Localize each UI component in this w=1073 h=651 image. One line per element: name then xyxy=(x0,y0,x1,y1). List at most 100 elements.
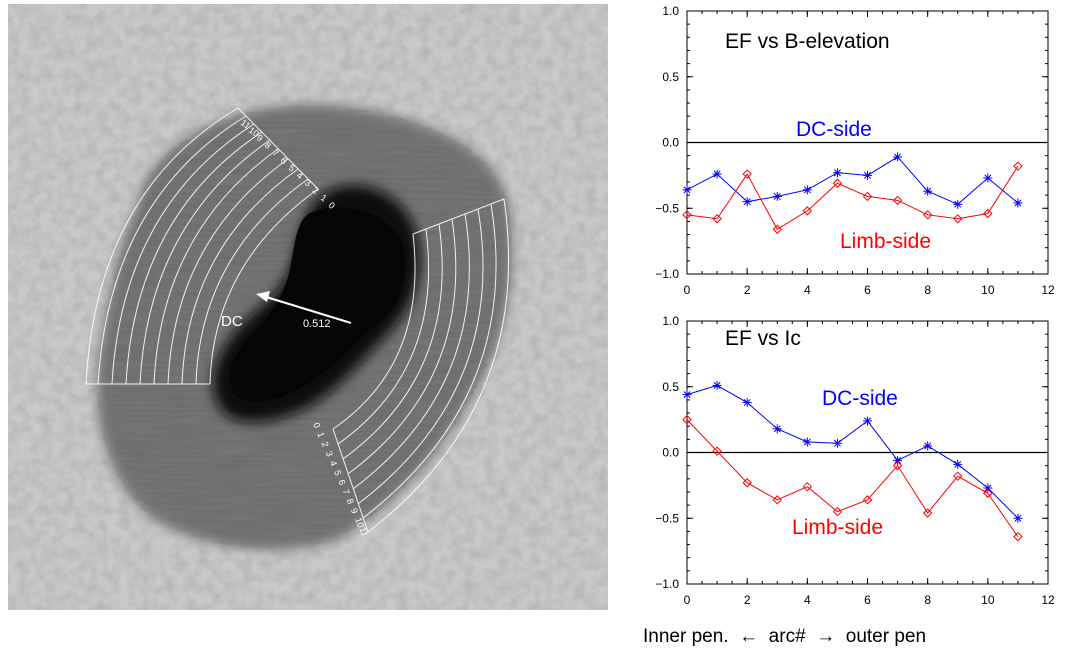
asterisk-marker xyxy=(802,185,812,195)
y-tick-label: 0.5 xyxy=(662,380,679,394)
lower-arc-grid xyxy=(332,198,510,533)
arc-number-label: 9 xyxy=(255,132,265,143)
arc-number-label: 7 xyxy=(341,488,352,496)
y-tick-label: 0.0 xyxy=(662,446,679,460)
x-tick-label: 6 xyxy=(864,283,871,297)
asterisk-marker xyxy=(712,380,722,390)
asterisk-stroke xyxy=(984,174,992,182)
arc-number-label: 7 xyxy=(271,147,281,158)
diamond-marker xyxy=(922,508,933,518)
asterisk-marker xyxy=(983,173,993,183)
x-tick-label: 2 xyxy=(744,283,751,297)
x-tick-label: 12 xyxy=(1041,593,1055,607)
asterisk-marker xyxy=(682,390,692,400)
asterisk-marker xyxy=(1013,513,1023,523)
asterisk-marker xyxy=(772,424,782,434)
diamond-marker xyxy=(1013,161,1023,171)
asterisk-stroke xyxy=(863,417,872,425)
asterisk-stroke xyxy=(773,192,781,200)
asterisk-marker xyxy=(1013,198,1023,208)
asterisk-marker xyxy=(923,441,933,451)
asterisk-marker xyxy=(923,186,933,196)
diamond-marker xyxy=(772,495,782,505)
arc-number-label: 6 xyxy=(279,155,289,166)
asterisk-marker xyxy=(863,170,872,180)
x-tick-label: 8 xyxy=(924,283,931,297)
diamond-marker xyxy=(862,191,873,202)
asterisk-marker xyxy=(893,455,903,465)
asterisk-stroke xyxy=(894,153,902,161)
diamond-marker xyxy=(953,471,963,481)
diamond-marker xyxy=(682,414,692,425)
asterisk-stroke xyxy=(984,484,992,492)
chart-title: EF vs Ic xyxy=(725,327,801,350)
arc-number-label: 4 xyxy=(295,170,305,181)
x-tick-label: 4 xyxy=(804,283,811,297)
series-label: Limb-side xyxy=(840,230,931,253)
arc-number-label: 10 xyxy=(353,516,366,529)
sunspot-image: DC 0.512 11 10 9 8 7 6 5 4 3 2 1 0 0 1 2 3 4 5 6 7 8 9 10 11 xyxy=(8,4,608,610)
diamond-marker xyxy=(892,195,903,206)
asterisk-stroke xyxy=(924,442,932,450)
arc-number-label: 1 xyxy=(319,192,329,203)
asterisk-stroke xyxy=(803,438,811,446)
asterisk-marker xyxy=(863,416,872,426)
diamond-marker xyxy=(1013,531,1023,542)
diamond-marker xyxy=(742,478,752,488)
y-tick-label: −1.0 xyxy=(655,577,679,591)
asterisk-marker xyxy=(712,169,722,179)
diamond-marker xyxy=(922,210,933,220)
asterisk-marker xyxy=(893,152,903,162)
asterisk-stroke xyxy=(894,456,902,464)
asterisk-stroke xyxy=(803,186,811,194)
x-tick-label: 0 xyxy=(684,283,691,297)
asterisk-stroke xyxy=(1014,199,1022,207)
arc-number-label: 8 xyxy=(263,140,273,151)
asterisk-stroke xyxy=(713,170,721,178)
y-tick-label: 0.0 xyxy=(662,136,679,150)
arc-number-label: 10 xyxy=(247,125,261,139)
x-tick-label: 0 xyxy=(684,593,691,607)
asterisk-marker xyxy=(742,197,752,207)
asterisk-stroke xyxy=(954,200,962,208)
asterisk-marker xyxy=(832,438,842,448)
diamond-marker xyxy=(742,169,752,179)
y-tick-label: 1.0 xyxy=(662,4,679,18)
upper-arc-grid xyxy=(85,107,319,385)
arc-number-label: 8 xyxy=(345,497,356,505)
asterisk-stroke xyxy=(833,169,841,177)
diamond-marker xyxy=(983,488,993,498)
diamond-marker xyxy=(832,178,843,188)
y-tick-label: −0.5 xyxy=(655,511,679,525)
diamond-marker xyxy=(802,481,813,492)
arc-number-label: 2 xyxy=(311,185,321,196)
asterisk-stroke xyxy=(743,198,751,206)
arc-number-label: 5 xyxy=(332,469,343,477)
arc-number-label: 5 xyxy=(287,162,297,173)
arc-number-label: 11 xyxy=(357,526,370,538)
series-label: DC-side xyxy=(796,118,872,141)
diamond-marker xyxy=(712,214,722,224)
x-tick-label: 4 xyxy=(804,593,811,607)
diamond-marker xyxy=(802,206,813,216)
chart-panel: −1.0 −0.5 0.0 0.5 1.0 0 2 4 6 8 10 12 EF vs B-elevat… xyxy=(655,4,1055,297)
arrow-label: DC xyxy=(221,313,243,330)
arrow-value: 0.512 xyxy=(303,318,331,330)
asterisk-marker xyxy=(983,483,993,493)
charts-svg: −1.0 −0.5 0.0 0.5 1.0 0 2 4 6 8 10 12 EF vs B-elevat… xyxy=(655,4,1055,607)
x-tick-label: 6 xyxy=(864,593,871,607)
y-tick-label: −1.0 xyxy=(655,267,679,281)
diamond-marker xyxy=(772,224,782,234)
series-label: Limb-side xyxy=(792,516,883,539)
x-tick-label: 8 xyxy=(924,593,931,607)
diamond-marker xyxy=(682,210,692,220)
arc-number-label: 9 xyxy=(349,507,360,515)
y-tick-label: 1.0 xyxy=(662,314,679,328)
diamond-marker xyxy=(953,214,963,224)
asterisk-stroke xyxy=(954,460,962,468)
chart-title: EF vs B-elevation xyxy=(725,30,890,53)
disk-center-arrow xyxy=(256,291,352,324)
diamond-marker xyxy=(832,506,843,517)
